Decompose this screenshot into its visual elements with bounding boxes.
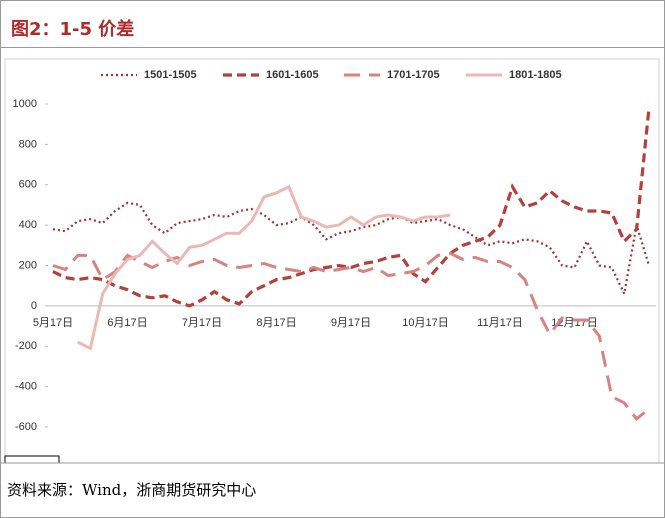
source-note: 资料来源：Wind，浙商期货研究中心 [7, 481, 257, 499]
series-line [77, 184, 451, 351]
y-tick-label: -600 [15, 421, 37, 433]
y-tick-label: 1000 [13, 98, 37, 110]
y-tick-label: 400 [19, 219, 37, 231]
legend-label: 1501-1505 [144, 69, 197, 81]
legend-label: 1701-1705 [387, 69, 440, 81]
legend-label: 1801-1805 [509, 69, 562, 81]
x-tick-label: 7月17日 [182, 317, 222, 329]
series-line [52, 251, 650, 422]
x-tick-label: 5月17日 [33, 317, 73, 329]
bracket [4, 455, 60, 463]
y-tick-label: -400 [15, 381, 37, 393]
x-tick-label: 11月17日 [477, 317, 523, 329]
y-tick-label: 600 [19, 179, 37, 191]
chart-frame [4, 58, 660, 464]
series-line [52, 201, 651, 298]
x-tick-label: 6月17日 [107, 317, 147, 329]
y-tick-label: -200 [15, 340, 37, 352]
y-tick-label: 200 [19, 259, 37, 271]
series-line [52, 107, 651, 308]
legend-label: 1601-1605 [266, 69, 319, 81]
y-tick-label: 0 [31, 300, 37, 312]
divider [1, 47, 664, 48]
x-tick-label: 10月17日 [402, 317, 448, 329]
x-tick-label: 8月17日 [256, 317, 296, 329]
y-tick-label: 800 [19, 138, 37, 150]
figure-title: 图2：1-5 价差 [11, 19, 135, 40]
x-tick-label: 9月17日 [331, 317, 371, 329]
